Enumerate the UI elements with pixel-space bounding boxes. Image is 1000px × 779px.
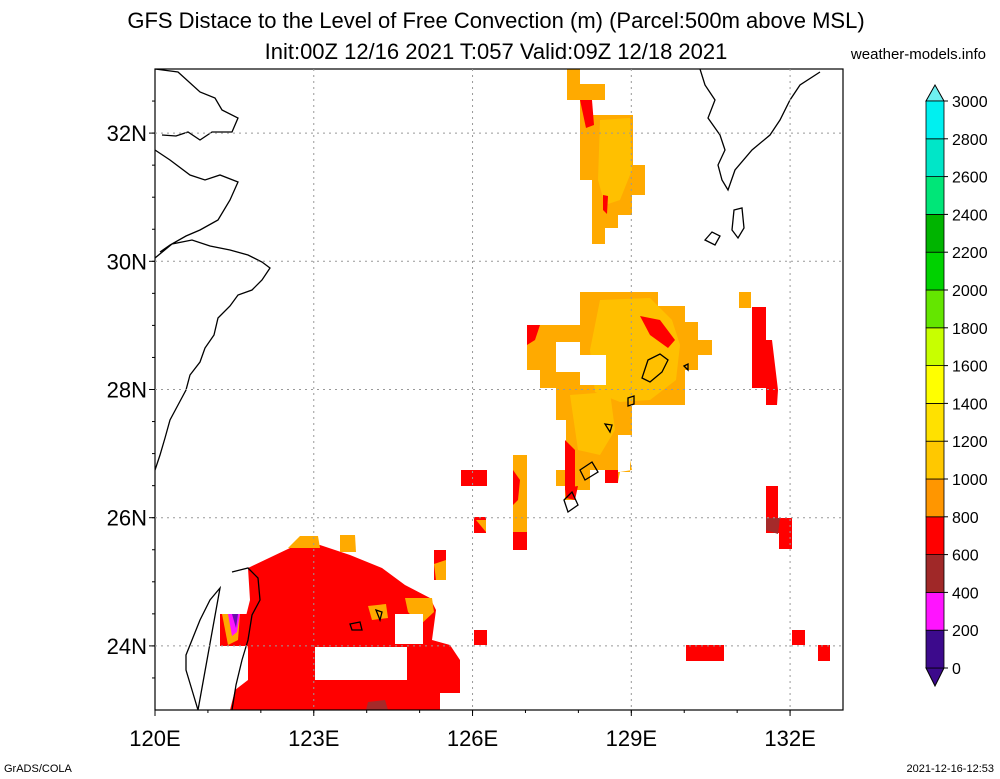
footer-software: GrADS/COLA xyxy=(4,763,72,775)
colorbar-label: 1400 xyxy=(952,396,988,413)
colorbar-swatch xyxy=(925,100,945,140)
lon-tick-label: 129E xyxy=(606,726,657,751)
coastline-kyushu-island xyxy=(703,231,721,246)
colorbar-label: 1800 xyxy=(952,321,988,338)
title-line-1: GFS Distace to the Level of Free Convect… xyxy=(127,8,865,33)
colorbar-swatch xyxy=(925,440,945,480)
field-region-taiwan-east xyxy=(220,535,487,710)
latitude-ticks: 24N 26N 28N 30N 32N xyxy=(107,100,155,679)
colorbar-swatch xyxy=(925,327,945,366)
site-credit: weather-models.info xyxy=(850,46,986,63)
coastline-small-islands xyxy=(349,362,689,631)
colorbar-swatch xyxy=(925,365,945,404)
lat-tick-label: 24N xyxy=(107,634,147,659)
colorbar-label: 2200 xyxy=(952,245,988,262)
coastline-kyushu xyxy=(699,69,821,192)
colorbar-label: 200 xyxy=(952,623,979,640)
colorbar-min-arrow xyxy=(925,667,945,688)
lon-tick-label: 120E xyxy=(129,726,180,751)
colorbar-label: 1600 xyxy=(952,359,988,376)
lon-tick-label: 132E xyxy=(764,726,815,751)
colorbar-label: 400 xyxy=(952,585,979,602)
colorbar-label: 2800 xyxy=(952,132,988,149)
colorbar-swatch xyxy=(925,176,945,215)
colorbar-swatch xyxy=(925,554,945,593)
coastline-ryukyu-island-c xyxy=(563,490,579,514)
colorbar-swatch xyxy=(925,478,945,518)
lat-tick-label: 28N xyxy=(107,378,147,403)
colorbar-swatch xyxy=(925,289,945,329)
colorbar-swatch xyxy=(925,516,945,555)
colorbar-label: 1000 xyxy=(952,472,988,489)
coastline-ryukyu-island-b xyxy=(579,461,599,481)
coastline-taiwan xyxy=(185,567,261,710)
lat-tick-label: 30N xyxy=(107,249,147,274)
colorbar-label: 1200 xyxy=(952,434,988,451)
colorbar-swatch xyxy=(925,251,945,291)
colorbar-label: 0 xyxy=(952,661,961,678)
colorbar-label: 800 xyxy=(952,510,979,527)
footer-timestamp: 2021-12-16-12:53 xyxy=(906,763,994,775)
colorbar-label: 2000 xyxy=(952,283,988,300)
field-region-central xyxy=(527,292,712,500)
coastline-south-island xyxy=(731,207,745,240)
field-layer xyxy=(155,69,830,710)
graticule xyxy=(155,69,843,710)
colorbar: 0 200 400 600 800 1000 1200 1400 1600 1800 2000 220… xyxy=(925,83,988,688)
colorbar-swatch xyxy=(925,592,945,631)
colorbar-label: 2400 xyxy=(952,207,988,224)
colorbar-label: 3000 xyxy=(952,94,988,111)
longitude-ticks: 120E 123E 126E 129E 132E xyxy=(129,710,816,751)
lon-tick-label: 126E xyxy=(447,726,498,751)
colorbar-swatch xyxy=(925,138,945,178)
coastline-ryukyu-island-a xyxy=(641,353,669,383)
colorbar-swatch xyxy=(925,629,945,669)
colorbar-swatch xyxy=(925,213,945,253)
title-line-2: Init:00Z 12/16 2021 T:057 Valid:09Z 12/1… xyxy=(264,39,728,64)
colorbar-label: 2600 xyxy=(952,170,988,187)
coastline-layer xyxy=(155,69,821,710)
coastline-china-mainland xyxy=(155,69,271,471)
field-region-north xyxy=(567,69,645,244)
colorbar-swatch xyxy=(925,402,945,442)
field-region-east xyxy=(686,292,830,661)
lon-tick-label: 123E xyxy=(288,726,339,751)
lat-tick-label: 26N xyxy=(107,506,147,531)
field-region-mid xyxy=(461,455,527,550)
lat-tick-label: 32N xyxy=(107,121,147,146)
colorbar-label: 600 xyxy=(952,548,979,565)
colorbar-max-arrow xyxy=(925,83,945,102)
